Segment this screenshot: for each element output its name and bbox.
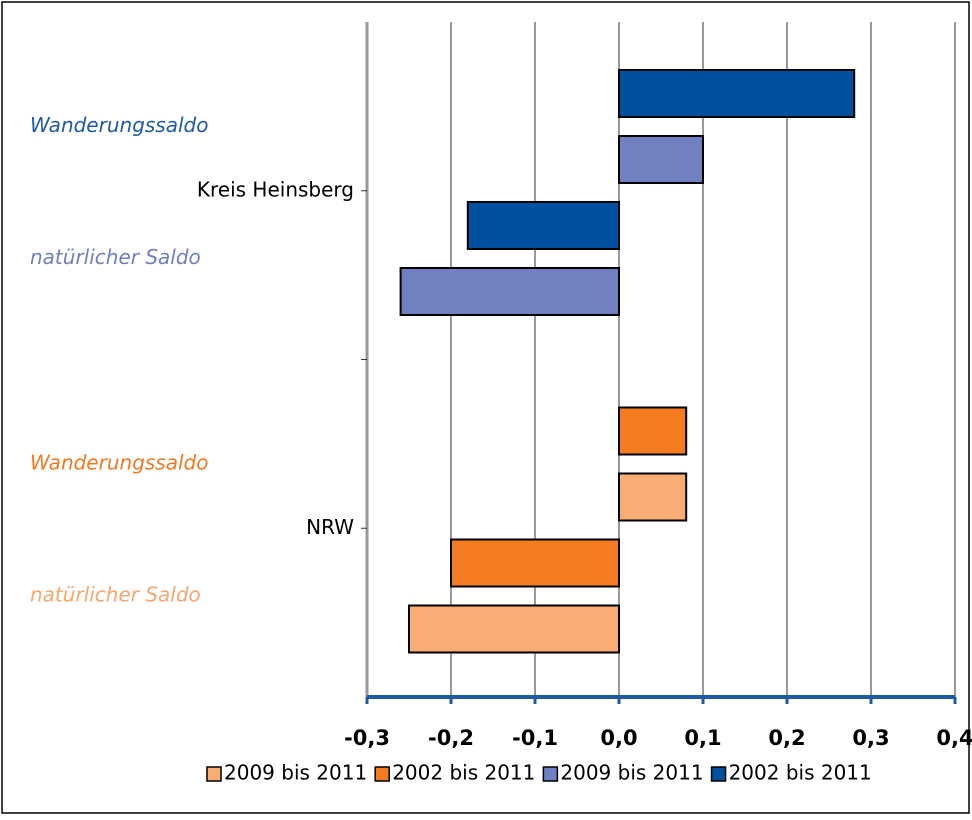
- x-tick-label: 0,2: [768, 726, 805, 750]
- bar: [618, 135, 704, 184]
- x-tick-label: -0,1: [512, 726, 558, 750]
- legend-swatch: [374, 766, 390, 782]
- legend-swatch: [710, 766, 727, 782]
- bar: [408, 604, 620, 654]
- legend-label: 2009 bis 2011: [224, 761, 367, 785]
- group-label: NRW: [306, 515, 354, 539]
- group-label: Kreis Heinsberg: [197, 177, 354, 201]
- x-tick-label: 0,0: [600, 726, 637, 750]
- legend-label: 2002 bis 2011: [729, 761, 872, 785]
- category-label: Wanderungssaldo: [30, 113, 208, 137]
- legend-label: 2009 bis 2011: [560, 761, 703, 785]
- legend-swatch: [206, 766, 222, 782]
- legend-swatch: [542, 766, 559, 782]
- x-tick-label: 0,4: [936, 726, 972, 750]
- x-tick-label: 0,3: [852, 726, 889, 750]
- category-label: natürlicher Saldo: [30, 583, 201, 607]
- category-label: natürlicher Saldo: [30, 245, 201, 269]
- x-tick-label: -0,3: [344, 726, 390, 750]
- bar: [466, 201, 620, 250]
- bar: [618, 472, 688, 522]
- legend-label: 2002 bis 2011: [392, 761, 535, 785]
- bar: [450, 538, 620, 588]
- bar: [618, 406, 688, 456]
- category-label: Wanderungssaldo: [30, 451, 208, 475]
- x-tick-label: 0,1: [684, 726, 721, 750]
- x-tick-label: -0,2: [428, 726, 474, 750]
- bar: [618, 69, 856, 118]
- bar: [399, 267, 620, 316]
